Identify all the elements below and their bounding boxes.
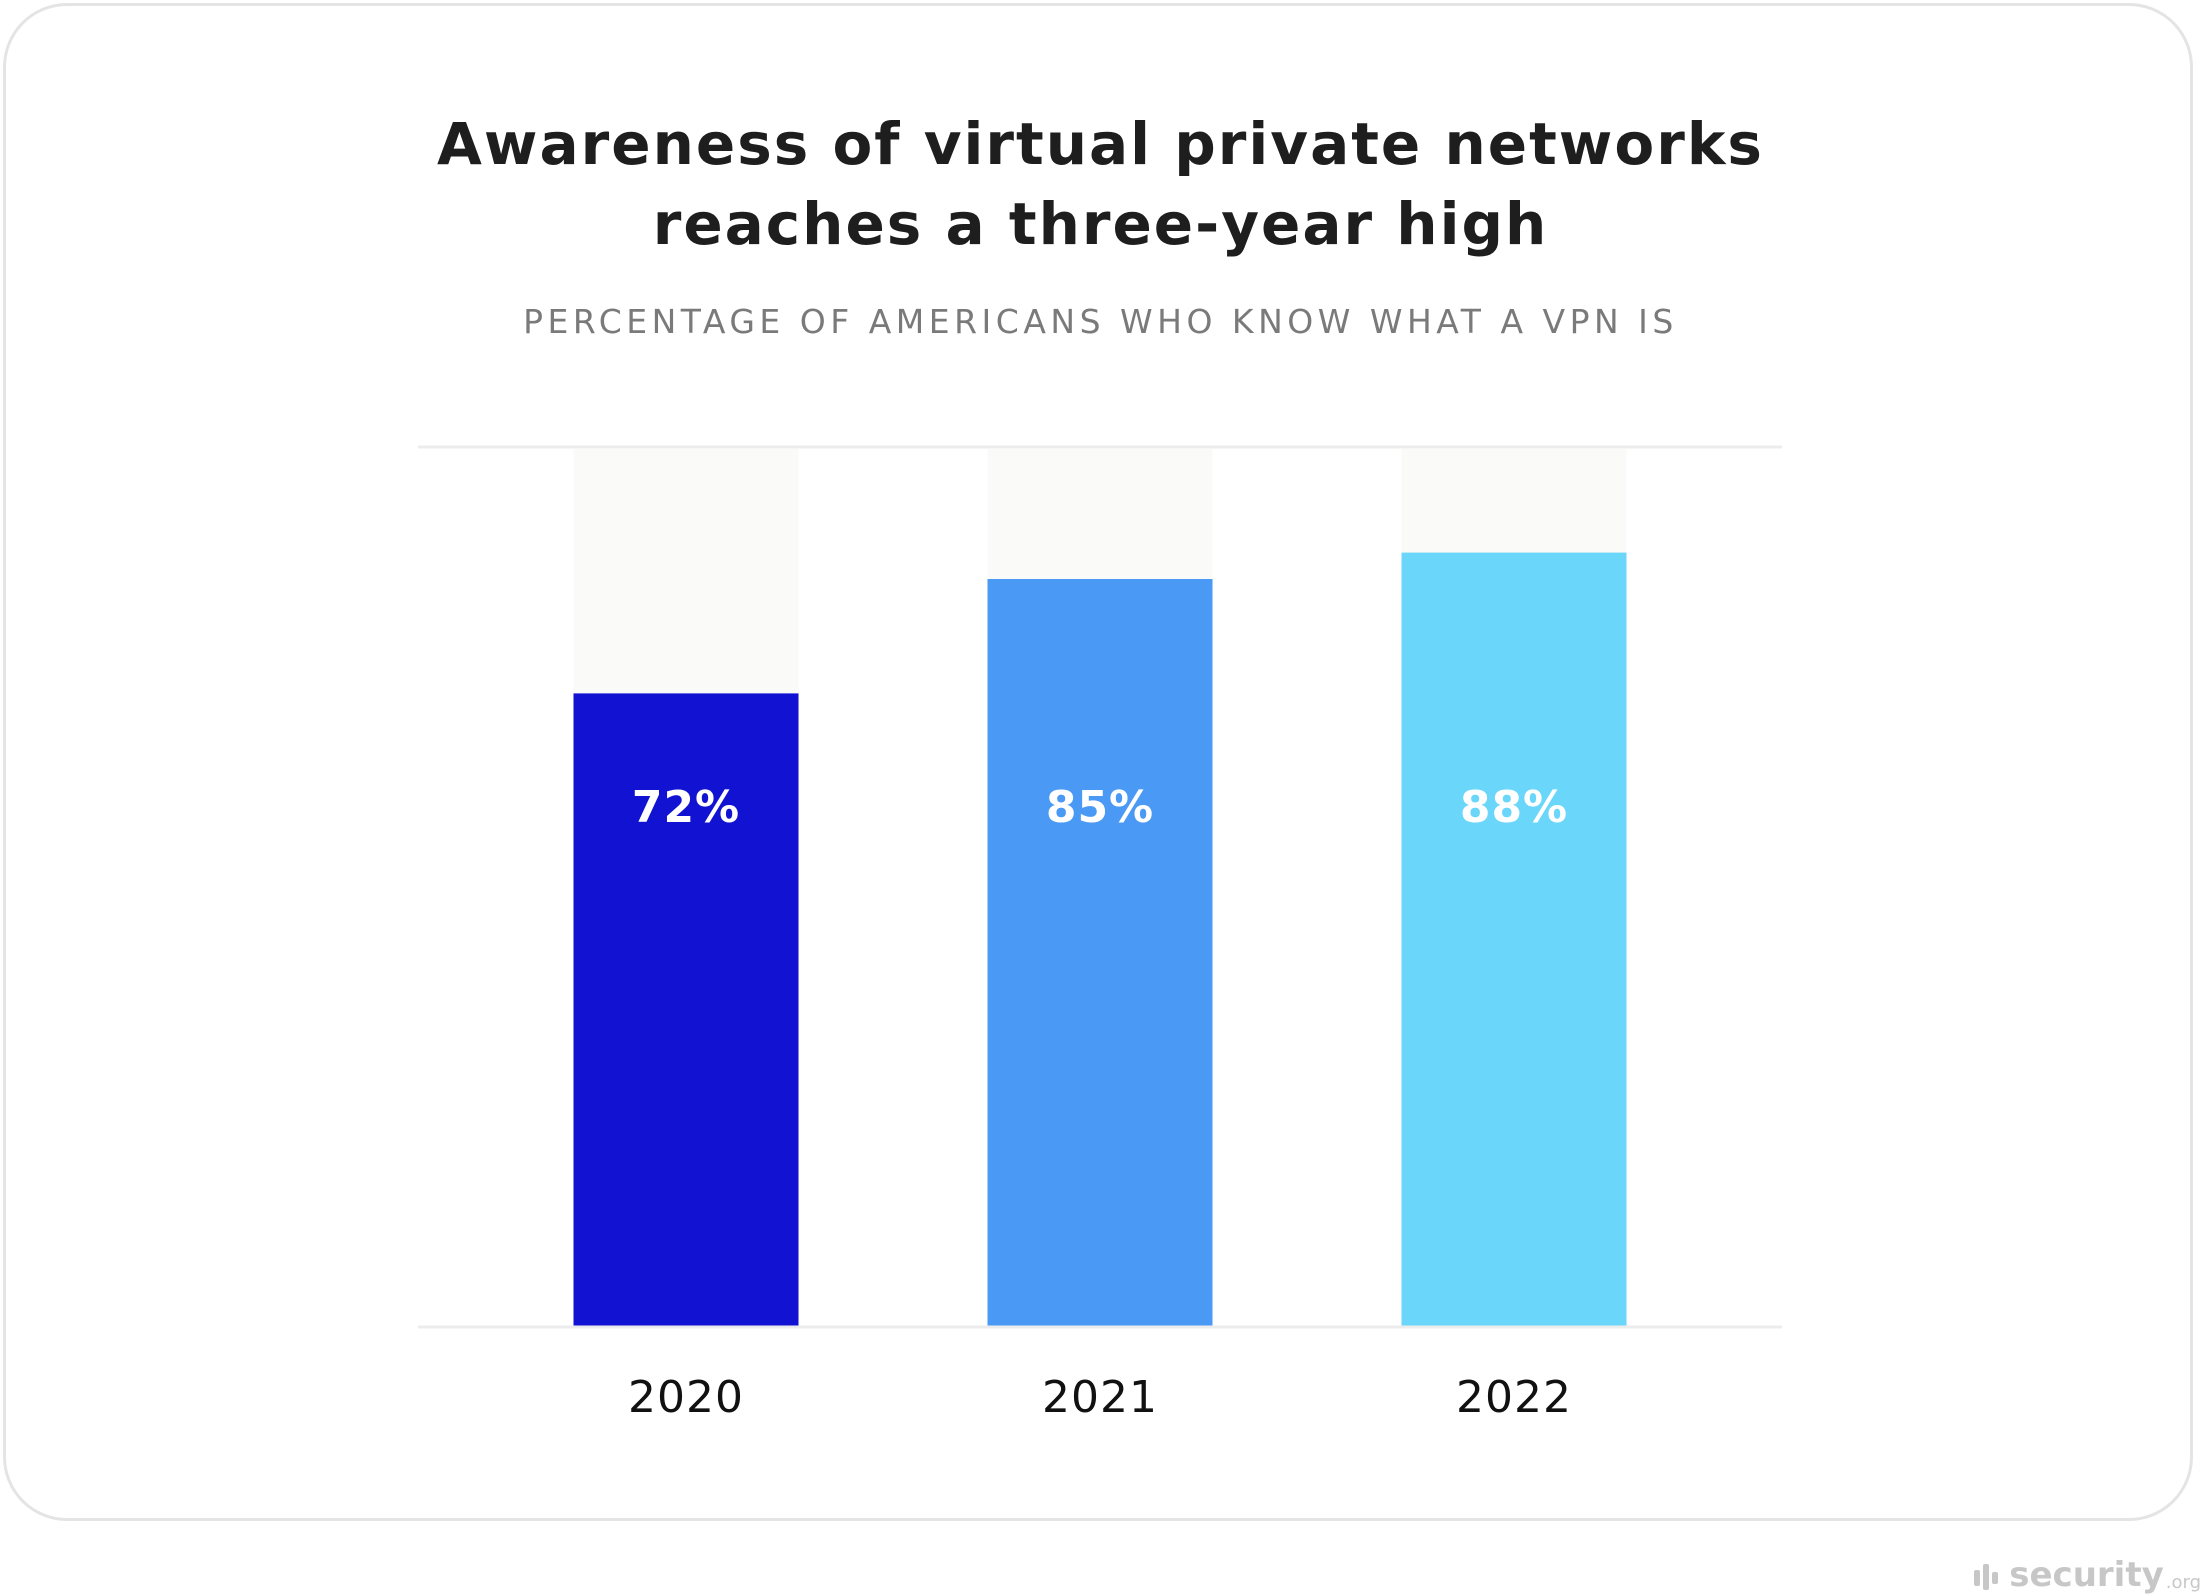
bar-2020 xyxy=(573,693,799,1327)
watermark: security .org xyxy=(1973,1552,2201,1592)
watermark-text: security xyxy=(2009,1555,2164,1595)
bar-2022 xyxy=(1401,552,1627,1327)
watermark-suffix: .org xyxy=(2165,1572,2201,1593)
bar-2021 xyxy=(987,579,1213,1327)
bar-value-label-2022: 88% xyxy=(1460,782,1568,833)
chart-title-line-1: Awareness of virtual private networks xyxy=(437,110,1764,178)
chart-title: Awareness of virtual private networks re… xyxy=(0,104,2201,264)
security-org-logo-icon xyxy=(1974,1564,1999,1590)
bar-value-label-2021: 85% xyxy=(1046,782,1154,833)
x-tick-label-2022: 2022 xyxy=(1456,1372,1572,1423)
x-tick-label-2020: 2020 xyxy=(628,1372,744,1423)
x-tick-label-2021: 2021 xyxy=(1042,1372,1158,1423)
chart-subtitle: PERCENTAGE OF AMERICANS WHO KNOW WHAT A … xyxy=(523,302,1678,341)
bar-value-label-2020: 72% xyxy=(632,782,740,833)
chart-title-line-2: reaches a three-year high xyxy=(652,190,1549,258)
